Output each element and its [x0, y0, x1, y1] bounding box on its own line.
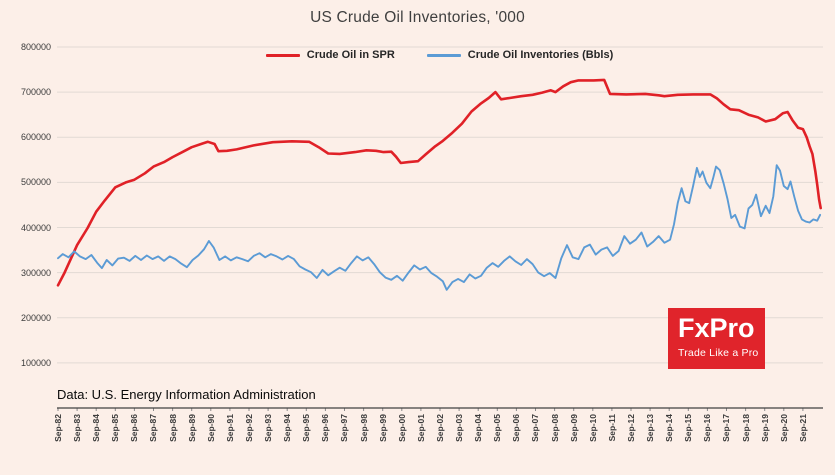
x-tick-label: Sep-91 [224, 414, 235, 442]
x-tick-label: Sep-83 [72, 414, 83, 442]
x-tick-label: Sep-16 [702, 414, 713, 442]
x-tick-label: Sep-94 [282, 414, 293, 442]
x-tick-label: Sep-01 [415, 414, 426, 442]
x-tick-label: Sep-97 [339, 414, 350, 442]
y-tick-label: 800000 [20, 42, 51, 52]
x-tick-label: Sep-98 [358, 414, 369, 442]
legend-item-spr: Crude Oil in SPR [265, 49, 395, 61]
x-tick-label: Sep-07 [530, 414, 541, 442]
x-tick-label: Sep-96 [320, 414, 331, 442]
y-tick-label: 600000 [20, 132, 51, 143]
chart-title: US Crude Oil Inventories, '000 [310, 9, 525, 26]
legend-item-inventories: Crude Oil Inventories (Bbls) [426, 49, 614, 61]
y-tick-label: 100000 [20, 357, 51, 368]
x-tick-label: Sep-14 [664, 414, 675, 442]
x-tick-label: Sep-85 [110, 414, 121, 442]
x-tick-label: Sep-88 [167, 414, 178, 442]
y-tick-label: 300000 [20, 267, 51, 278]
x-tick-label: Sep-15 [683, 414, 694, 442]
x-tick-label: Sep-04 [473, 414, 484, 442]
y-tick-label: 200000 [20, 312, 51, 323]
fxpro-logo-text: FxPro [678, 313, 755, 343]
x-tick-label: Sep-03 [454, 414, 465, 442]
legend-label-spr: Crude Oil in SPR [306, 49, 395, 61]
x-tick-label: Sep-08 [549, 414, 560, 442]
x-tick-label: Sep-93 [263, 414, 274, 442]
x-tick-label: Sep-09 [568, 414, 579, 442]
x-tick-label: Sep-00 [396, 414, 407, 442]
x-tick-label: Sep-05 [492, 414, 503, 442]
x-tick-label: Sep-17 [721, 414, 732, 442]
legend-line-blue-icon [426, 53, 461, 57]
series-line-inventories [57, 164, 822, 291]
x-tick-label: Sep-87 [148, 414, 159, 442]
fxpro-logo: FxPro Trade Like a Pro [668, 308, 765, 369]
x-tick-label: Sep-18 [740, 414, 751, 442]
x-tick-label: Sep-82 [52, 414, 63, 442]
x-tick-label: Sep-84 [91, 414, 102, 442]
x-tick-label: Sep-90 [205, 414, 216, 442]
source-note: Data: U.S. Energy Information Administra… [57, 387, 316, 402]
x-tick-label: Sep-92 [243, 414, 254, 442]
x-tick-label: Sep-21 [797, 414, 808, 442]
x-tick-label: Sep-89 [186, 414, 197, 442]
legend: Crude Oil in SPR Crude Oil Inventories (… [57, 49, 822, 61]
legend-line-red-icon [265, 53, 300, 57]
fxpro-tagline: Trade Like a Pro [678, 347, 759, 359]
x-tick-label: Sep-11 [606, 414, 617, 442]
y-tick-label: 500000 [20, 177, 51, 188]
x-tick-label: Sep-13 [645, 414, 656, 442]
y-tick-label: 700000 [20, 87, 51, 98]
series-line-spr [56, 78, 823, 287]
x-tick-label: Sep-06 [511, 414, 522, 442]
y-tick-label: 400000 [20, 222, 51, 233]
x-tick-label: Sep-95 [301, 414, 312, 442]
legend-label-inventories: Crude Oil Inventories (Bbls) [467, 49, 614, 61]
x-tick-label: Sep-12 [625, 414, 636, 442]
x-tick-label: Sep-10 [587, 414, 598, 442]
x-tick-label: Sep-19 [759, 414, 770, 442]
x-tick-label: Sep-20 [778, 414, 789, 442]
x-tick-label: Sep-02 [434, 414, 445, 442]
x-tick-label: Sep-99 [377, 414, 388, 442]
x-tick-label: Sep-86 [129, 414, 140, 442]
